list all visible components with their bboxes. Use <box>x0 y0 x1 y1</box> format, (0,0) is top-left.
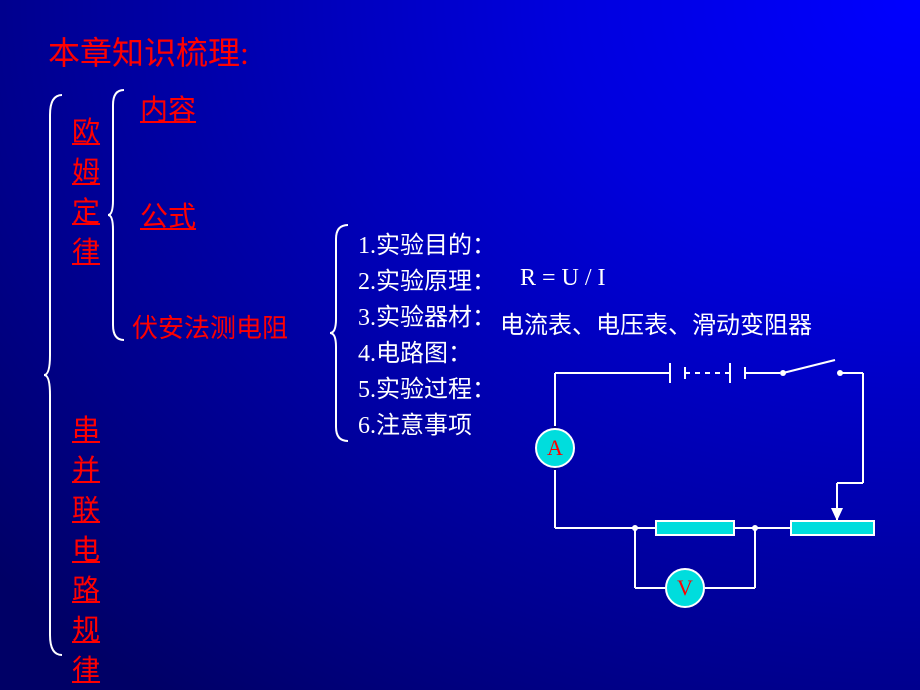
fixed-resistor <box>655 520 735 536</box>
ammeter: A <box>535 428 575 468</box>
link-content[interactable]: 内容 <box>140 88 196 128</box>
formula-value: R = U / I <box>520 265 606 292</box>
brace-method <box>330 225 350 441</box>
char: 规 <box>72 608 100 648</box>
circuit-wires <box>555 368 895 598</box>
char: 路 <box>72 568 100 608</box>
list-item: 1.实验目的： <box>358 228 496 264</box>
link-formula[interactable]: 公式 <box>140 195 196 235</box>
brace-main <box>44 95 64 655</box>
voltmeter-label: V <box>677 575 693 601</box>
list-item: 5.实验过程： <box>358 372 496 408</box>
rheostat <box>790 520 875 536</box>
sidebar-ohm-law[interactable]: 欧 姆 定 律 <box>72 110 100 270</box>
instruments-value: 电流表、电压表、滑动变阻器 <box>500 305 812 340</box>
experiment-list: 1.实验目的： 2.实验原理： 3.实验器材： 4.电路图： 5.实验过程： 6… <box>358 228 496 444</box>
sidebar-series-parallel[interactable]: 串 并 联 电 路 规 律 <box>72 408 100 688</box>
page-title: 本章知识梳理: <box>48 28 249 74</box>
char: 律 <box>72 648 100 688</box>
voltmeter: V <box>665 568 705 608</box>
brace-ohm <box>108 90 126 340</box>
ammeter-label: A <box>547 435 563 461</box>
char: 串 <box>72 408 100 448</box>
circuit-diagram: A V <box>555 368 895 598</box>
char: 律 <box>72 230 100 270</box>
label-method: 伏安法测电阻 <box>132 308 288 345</box>
char: 联 <box>72 488 100 528</box>
char: 姆 <box>72 150 100 190</box>
char: 欧 <box>72 110 100 150</box>
list-item: 3.实验器材： <box>358 300 496 336</box>
char: 定 <box>72 190 100 230</box>
char: 并 <box>72 448 100 488</box>
list-item: 4.电路图： <box>358 336 496 372</box>
list-item: 2.实验原理： <box>358 264 496 300</box>
char: 电 <box>72 528 100 568</box>
list-item: 6.注意事项 <box>358 408 496 444</box>
